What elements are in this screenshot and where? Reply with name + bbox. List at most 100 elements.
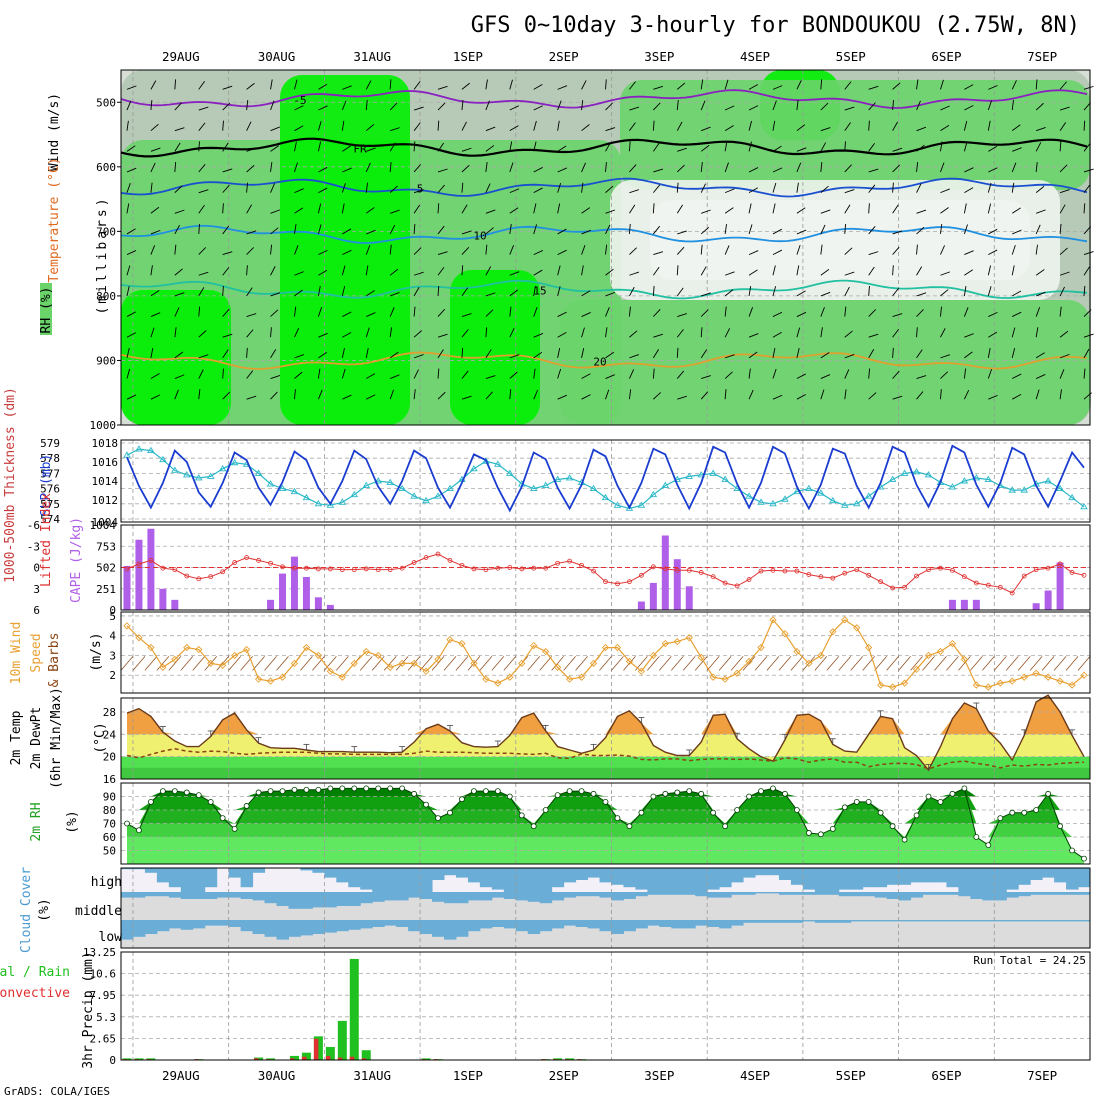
rh-point (566, 788, 573, 794)
lifted-index-point (627, 579, 632, 585)
precip-convective-bar (254, 1058, 259, 1060)
cloud-high-cell (958, 868, 971, 892)
surface-wind-barb (228, 656, 241, 671)
wind-barb (533, 120, 537, 131)
cloud-high-cell (168, 868, 182, 888)
wind-barb (1011, 182, 1015, 193)
lifted-index-point (603, 579, 608, 585)
cloud-high-cell (252, 868, 266, 873)
lifted-index-point (961, 574, 967, 580)
wind-speed-point (649, 651, 657, 660)
wind-barb (820, 102, 829, 111)
wind-barb (485, 145, 495, 152)
wind-barb (605, 351, 615, 359)
wind-barb (222, 142, 229, 152)
isotherm-line (120, 137, 1088, 158)
surface-wind-barb (826, 656, 840, 671)
wind-speed-point (278, 673, 287, 681)
wind-barb (605, 142, 611, 152)
wind-barb (916, 161, 919, 173)
cloud-low-cell (695, 920, 708, 926)
cloud-high-cell (611, 868, 624, 885)
wind-speed-point (494, 679, 502, 687)
wind-barb (246, 265, 248, 276)
rh-point (435, 815, 441, 821)
thickness-point (721, 475, 729, 482)
cloud-low-cell (850, 920, 864, 922)
wind-speed-point (123, 622, 131, 630)
wind-barb (318, 249, 328, 256)
wind-barbs-label: & Barbs (47, 633, 62, 688)
cloud-high-cell (587, 868, 601, 878)
wind-barb (820, 244, 823, 255)
wind-barb (653, 168, 664, 173)
wind-barb (1059, 330, 1069, 338)
wind-labels: 10m Wind Speed & Barbs (m/s) (9, 622, 104, 688)
cloud-high-cell (503, 868, 517, 892)
rh-point (494, 788, 501, 794)
surface-wind-barb (682, 656, 696, 671)
temp-tick: 20 (103, 751, 116, 764)
precip-total-bar (349, 958, 359, 1060)
cloud-middle-cell (802, 892, 816, 895)
wind-barb (748, 389, 754, 400)
temp-frame (120, 697, 1091, 780)
wind-barb (126, 348, 130, 358)
rh-tick: 50 (103, 845, 116, 858)
lifted-index-point (973, 580, 979, 586)
wind-barb (772, 311, 783, 317)
cape-bar (685, 586, 693, 610)
rh-point (148, 799, 154, 805)
lifted-index-point (160, 565, 166, 571)
thickness-point (529, 484, 538, 492)
wind-barb (1036, 127, 1046, 132)
rh-point (1045, 790, 1052, 797)
cloud-middle-cell (288, 892, 301, 909)
cloud-cover-label: Cloud Cover (19, 867, 34, 953)
wind-barb (892, 395, 903, 400)
cloud-low-cell (563, 920, 577, 926)
wind-barb (700, 327, 703, 338)
wind-barb (246, 165, 255, 173)
wind-barb (724, 306, 727, 317)
minmax-label: (6hr Min/Max) (49, 687, 64, 789)
wind-barb (485, 327, 488, 338)
lifted-index-point (1081, 572, 1087, 578)
wind-barb (916, 79, 919, 90)
cloud-high-cell (479, 868, 493, 888)
wind-barb (916, 375, 927, 379)
cape-frame (120, 524, 1091, 611)
upper-air-labels: Wind (m/s) Temperature (°C) (millibars) … (39, 93, 110, 335)
cloud-middle-cell (1006, 892, 1019, 898)
wind-barb (222, 85, 233, 90)
wind-barb (1059, 106, 1070, 111)
wind-barb (126, 250, 137, 256)
cloud-low-cell (396, 920, 409, 927)
cloud-labels: Cloud Cover (%) high middle low (19, 867, 122, 953)
wind-barb (222, 102, 231, 111)
cape-tick: 1004 (90, 519, 117, 532)
wind-barb (533, 307, 538, 317)
date-label-bottom: 2SEP (549, 1068, 579, 1083)
wind-barb (198, 204, 205, 214)
wind-speed-point (159, 663, 167, 671)
date-label-top: 31AUG (353, 49, 391, 64)
rh-point (506, 793, 513, 800)
wind-barb (987, 100, 992, 111)
wind-barb (485, 209, 496, 214)
date-label-top: 7SEP (1027, 49, 1057, 64)
credit-label: GrADS: COLA/IGES (4, 1085, 110, 1098)
rh-tick: 60 (103, 831, 116, 844)
wind-speed-point (673, 637, 681, 646)
wind-barb (892, 164, 901, 173)
wind-barb (294, 224, 297, 235)
lifted-index-point (782, 568, 788, 574)
wind-barb (509, 354, 520, 359)
wind-barb (461, 265, 464, 276)
lifted-index-point (794, 568, 800, 574)
wind-barb (796, 348, 800, 358)
wind-barb (509, 223, 512, 235)
dewpt-line (126, 748, 1085, 770)
cape-bar (135, 539, 143, 610)
wind-barb (844, 330, 853, 338)
